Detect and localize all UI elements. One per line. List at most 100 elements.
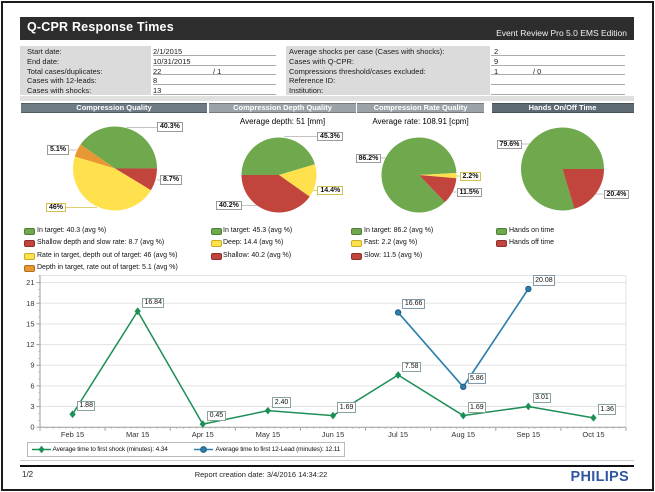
report-title-bar: Q-CPR Response Times Event Review Pro 5.…: [20, 17, 634, 40]
pie-slice-shallow: [241, 175, 310, 213]
pie-legend-swatch: [496, 240, 507, 247]
pie-slice-shallow-depth-and-slow-rate: [115, 168, 158, 191]
summary-field-value: 9: [494, 56, 499, 66]
pie-legend-label: In target: 45.3 (avg %): [223, 226, 293, 234]
pie-legend-label: Deep: 14.4 (avg %): [223, 239, 284, 246]
pie-legend-swatch: [24, 240, 35, 247]
summary-field-value: 13: [153, 86, 162, 95]
data-point-value-label: 7.58: [402, 361, 422, 372]
pie-slice-depth-in-target-rate-out-of-target: [74, 144, 115, 169]
pie-legend-swatch: [351, 240, 362, 247]
pie-legend-swatch: [24, 252, 35, 260]
pie-legend-label: Slow: 11.5 (avg %): [364, 251, 423, 259]
pie-percent-label: 45.3%: [317, 131, 343, 142]
philips-logo: PHILIPS: [570, 469, 629, 485]
pie-legend-label: Shallow: 40.2 (avg %): [223, 251, 292, 259]
pie-percent-label: 14.4%: [317, 185, 344, 196]
summary-field-underline: [153, 93, 276, 95]
pie-percent-label: 5.1%: [47, 145, 69, 155]
summary-field-label: Institution:: [289, 86, 324, 95]
data-point-value-label: 3.01: [532, 392, 552, 404]
pie-legend-label: Shallow depth and slow rate: 8.7 (avg %): [37, 239, 165, 246]
pie-legend-swatch: [496, 227, 507, 235]
x-axis-label: Aug 15: [451, 430, 475, 439]
footer-thin-separator: [20, 459, 634, 461]
legend-label-first-shock: Average time to first shock (minutes): 4…: [52, 445, 168, 453]
summary-field-value: 8: [153, 76, 158, 86]
pie-legend-label: In target: 40.3 (avg %): [37, 226, 107, 234]
pie-percent-label: 46%: [46, 202, 67, 212]
summary-field-label: Start date:: [27, 47, 62, 56]
pie-slice-in-target: [80, 126, 157, 169]
series-marker-diamond: [525, 402, 532, 411]
pie-percent-label: 40.3%: [157, 122, 183, 132]
data-point-value-label: 1.88: [76, 400, 96, 412]
x-axis-label: May 15: [256, 430, 281, 439]
x-axis-label: Sep 15: [516, 430, 540, 439]
x-axis-label: Mar 15: [126, 430, 149, 439]
summary-field-value-secondary: / 0: [533, 66, 542, 76]
summary-field-underline: [153, 74, 276, 76]
pie-percent-label: 86.2%: [355, 153, 382, 163]
pie-legend-label: Depth in target, rate out of target: 5.1…: [37, 264, 178, 271]
series-marker-diamond: [134, 307, 141, 316]
pie-2: [381, 137, 457, 213]
summary-field-label: End date:: [27, 56, 60, 66]
pie-section-title: Compression Quality: [21, 103, 207, 113]
legend-label-first-12lead: Average time to first 12-Lead (minutes):…: [215, 445, 341, 453]
pie-legend-label: Hands off time: [509, 239, 555, 246]
pie-legend-label: Hands on time: [509, 226, 555, 234]
summary-field-label: Total cases/duplicates:: [27, 66, 103, 76]
pie-percent-label: 11.5%: [456, 187, 482, 197]
line-chart-legend: Average time to first shock (minutes): 4…: [27, 441, 345, 457]
data-point-value-label: 2.40: [272, 397, 291, 408]
series-marker-diamond: [264, 406, 272, 415]
x-axis-label: Oct 15: [582, 430, 604, 439]
summary-field-value: 10/31/2015: [153, 56, 191, 66]
legend-marker-diamond: [38, 445, 45, 453]
data-point-value-label: 1.36: [597, 404, 617, 415]
pie-legend-swatch: [210, 227, 222, 235]
y-axis-label: 18: [26, 299, 34, 308]
section-band: [20, 96, 634, 101]
pie-percent-label: 2.2%: [459, 171, 482, 181]
data-point-value-label: 1.69: [467, 402, 487, 413]
footer-thick-separator: [20, 464, 634, 467]
pie-percent-label: 79.6%: [496, 139, 523, 149]
y-axis-label: 12: [26, 340, 34, 349]
pie-legend-swatch: [351, 252, 362, 260]
pie-legend-label: In target: 86.2 (avg %): [364, 226, 434, 234]
legend-marker-circle: [200, 445, 207, 453]
summary-field-underline: [491, 84, 625, 85]
summary-field-label: Cases with Q-CPR:: [289, 56, 355, 66]
report-title: Q-CPR Response Times: [27, 20, 174, 34]
data-point-value-label: 16.66: [402, 298, 425, 310]
series-marker-diamond: [590, 414, 597, 422]
summary-field-underline: [153, 54, 276, 56]
pie-1: [241, 137, 317, 213]
summary-field-underline: [491, 74, 625, 76]
summary-field-label: Reference ID:: [289, 76, 336, 86]
pie-0: [72, 126, 158, 211]
data-point-value-label: 20.08: [532, 275, 556, 286]
y-axis-label: 0: [30, 423, 34, 432]
pie-legend-swatch: [24, 227, 35, 235]
data-point-value-label: 5.86: [467, 373, 487, 384]
line-chart-legend-markers: [32, 445, 213, 453]
summary-field-underline: [153, 64, 276, 66]
summary-field-label: Compressions threshold/cases excluded:: [289, 66, 426, 76]
pie-legend-label: Rate in target, depth out of target: 46 …: [37, 251, 178, 259]
series-marker-circle: [394, 309, 402, 316]
data-point-value-label: 0.45: [207, 410, 226, 422]
summary-field-value: 2: [494, 47, 499, 56]
pie-legend-label: Fast: 2.2 (avg %): [364, 239, 418, 246]
series-marker-circle: [460, 383, 467, 391]
data-point-value-label: 16.84: [141, 297, 165, 309]
summary-field-value: 22: [153, 66, 162, 76]
summary-field-underline: [491, 93, 625, 95]
summary-field-value-secondary: / 1: [213, 66, 222, 76]
series-marker-diamond: [460, 411, 467, 420]
pie-slice-in-target: [241, 137, 315, 175]
